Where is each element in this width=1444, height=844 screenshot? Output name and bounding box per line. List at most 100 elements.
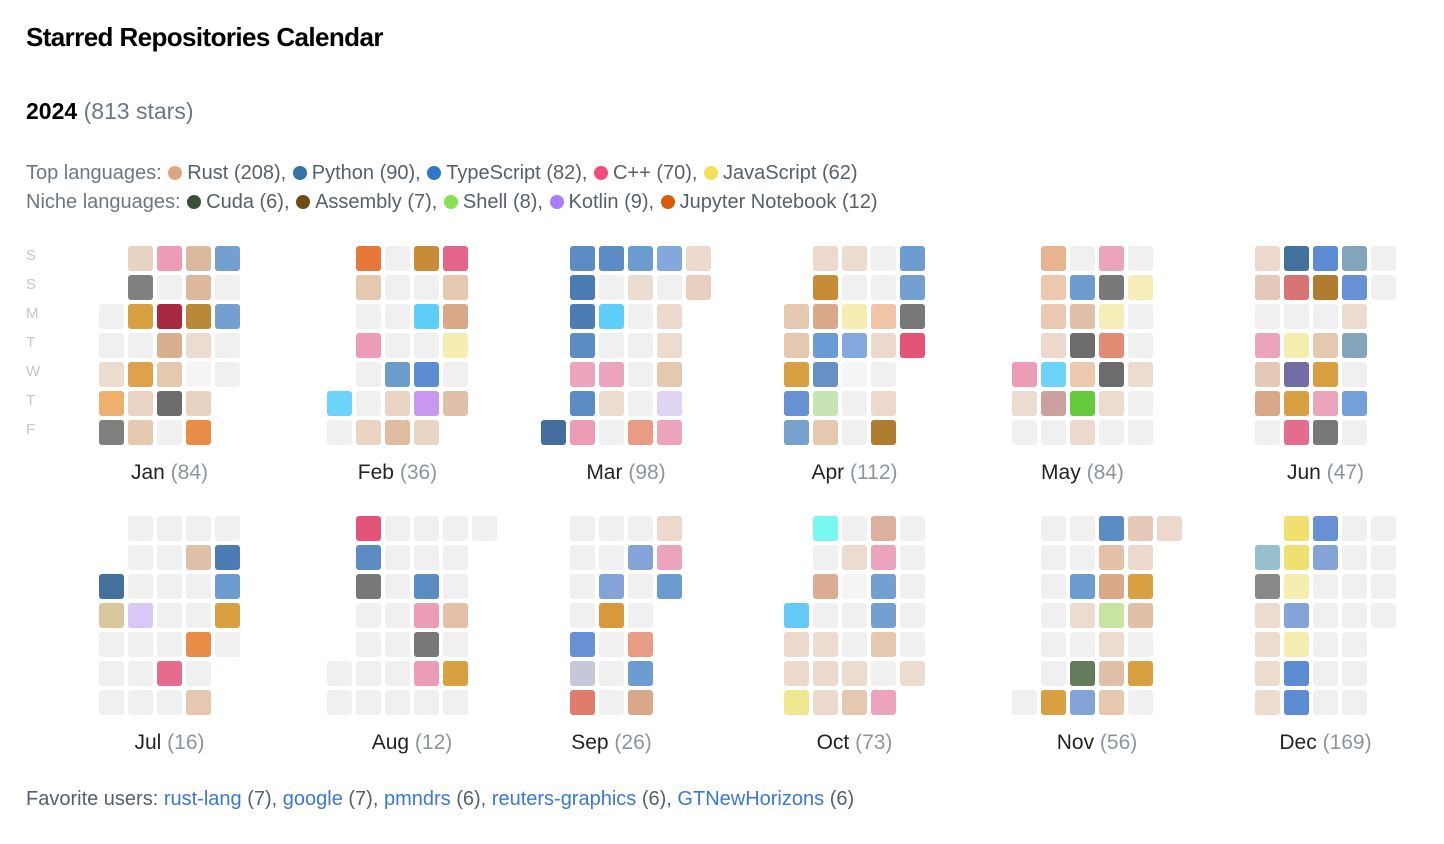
day-cell[interactable] [356,632,381,657]
day-cell[interactable] [1070,275,1095,300]
day-cell[interactable] [128,362,153,387]
day-cell[interactable] [157,246,182,271]
day-cell[interactable] [657,391,682,416]
day-cell[interactable] [356,661,381,686]
day-cell[interactable] [1342,391,1367,416]
day-cell[interactable] [599,545,624,570]
day-cell[interactable] [128,690,153,715]
day-cell[interactable] [871,690,896,715]
day-cell[interactable] [1313,420,1338,445]
day-cell[interactable] [1099,632,1124,657]
day-cell[interactable] [128,632,153,657]
day-cell[interactable] [1313,391,1338,416]
day-cell[interactable] [356,603,381,628]
day-cell[interactable] [599,661,624,686]
day-cell[interactable] [628,516,653,541]
day-cell[interactable] [443,516,468,541]
day-cell[interactable] [570,574,595,599]
day-cell[interactable] [657,246,682,271]
day-cell[interactable] [215,603,240,628]
day-cell[interactable] [570,603,595,628]
day-cell[interactable] [599,333,624,358]
day-cell[interactable] [128,545,153,570]
day-cell[interactable] [599,574,624,599]
day-cell[interactable] [1041,603,1066,628]
day-cell[interactable] [1255,391,1280,416]
day-cell[interactable] [900,246,925,271]
day-cell[interactable] [414,603,439,628]
day-cell[interactable] [813,391,838,416]
day-cell[interactable] [871,362,896,387]
day-cell[interactable] [1342,603,1367,628]
day-cell[interactable] [813,246,838,271]
day-cell[interactable] [900,304,925,329]
day-cell[interactable] [327,420,352,445]
day-cell[interactable] [900,661,925,686]
day-cell[interactable] [186,246,211,271]
day-cell[interactable] [813,690,838,715]
day-cell[interactable] [1128,661,1153,686]
day-cell[interactable] [900,574,925,599]
day-cell[interactable] [1070,333,1095,358]
day-cell[interactable] [1313,690,1338,715]
day-cell[interactable] [128,333,153,358]
day-cell[interactable] [1099,661,1124,686]
day-cell[interactable] [1128,275,1153,300]
day-cell[interactable] [784,362,809,387]
day-cell[interactable] [1128,333,1153,358]
day-cell[interactable] [599,690,624,715]
day-cell[interactable] [657,574,682,599]
day-cell[interactable] [570,391,595,416]
day-cell[interactable] [813,603,838,628]
day-cell[interactable] [1070,661,1095,686]
day-cell[interactable] [1313,362,1338,387]
day-cell[interactable] [657,545,682,570]
day-cell[interactable] [813,333,838,358]
day-cell[interactable] [1313,516,1338,541]
day-cell[interactable] [385,574,410,599]
day-cell[interactable] [599,420,624,445]
day-cell[interactable] [784,603,809,628]
day-cell[interactable] [157,362,182,387]
day-cell[interactable] [628,661,653,686]
day-cell[interactable] [186,391,211,416]
day-cell[interactable] [443,304,468,329]
day-cell[interactable] [99,632,124,657]
day-cell[interactable] [186,603,211,628]
day-cell[interactable] [628,275,653,300]
day-cell[interactable] [1255,545,1280,570]
day-cell[interactable] [900,275,925,300]
day-cell[interactable] [414,690,439,715]
day-cell[interactable] [157,420,182,445]
day-cell[interactable] [1099,246,1124,271]
day-cell[interactable] [128,516,153,541]
day-cell[interactable] [443,661,468,686]
day-cell[interactable] [842,391,867,416]
favorite-user-link[interactable]: pmndrs [383,788,451,810]
day-cell[interactable] [1041,333,1066,358]
day-cell[interactable] [414,246,439,271]
day-cell[interactable] [871,420,896,445]
day-cell[interactable] [599,246,624,271]
day-cell[interactable] [1255,661,1280,686]
day-cell[interactable] [871,246,896,271]
day-cell[interactable] [1371,516,1396,541]
day-cell[interactable] [842,304,867,329]
day-cell[interactable] [1128,632,1153,657]
day-cell[interactable] [1342,362,1367,387]
day-cell[interactable] [1012,420,1037,445]
day-cell[interactable] [1070,545,1095,570]
day-cell[interactable] [657,420,682,445]
day-cell[interactable] [215,333,240,358]
favorite-user-link[interactable]: reuters-graphics [491,788,637,810]
day-cell[interactable] [871,661,896,686]
day-cell[interactable] [599,632,624,657]
day-cell[interactable] [1284,391,1309,416]
day-cell[interactable] [157,333,182,358]
day-cell[interactable] [1128,391,1153,416]
day-cell[interactable] [215,516,240,541]
day-cell[interactable] [1128,516,1153,541]
day-cell[interactable] [1128,362,1153,387]
day-cell[interactable] [186,574,211,599]
day-cell[interactable] [99,362,124,387]
